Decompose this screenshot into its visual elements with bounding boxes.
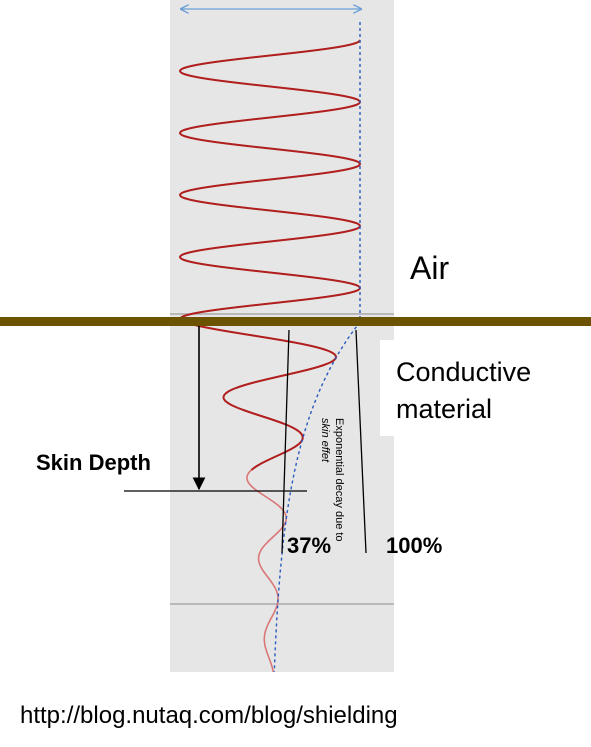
conductive-label-line2: material xyxy=(396,394,492,424)
pointer-100-line xyxy=(355,329,367,554)
percent-37-label: 37% xyxy=(287,533,331,558)
pointer-37-line xyxy=(281,329,290,554)
air-label: Air xyxy=(410,250,449,286)
attenuated-wave-faded xyxy=(246,469,287,673)
decay-annotation: Exponential decay due to skin effet xyxy=(319,418,345,542)
envelope-decay-curve xyxy=(273,321,361,672)
surface-boundary xyxy=(0,317,591,326)
decay-annotation-line2: skin effet xyxy=(319,418,331,463)
percent-100-label: 100% xyxy=(386,533,442,558)
source-url: http://blog.nutaq.com/blog/shielding xyxy=(20,702,398,729)
decay-annotation-line1: Exponential decay due to xyxy=(333,418,345,542)
material-label-box xyxy=(380,340,591,436)
incident-wave xyxy=(178,39,362,323)
conductive-label-line1: Conductive xyxy=(396,357,531,387)
skin-depth-label: Skin Depth xyxy=(36,450,151,475)
attenuated-wave xyxy=(183,321,338,471)
